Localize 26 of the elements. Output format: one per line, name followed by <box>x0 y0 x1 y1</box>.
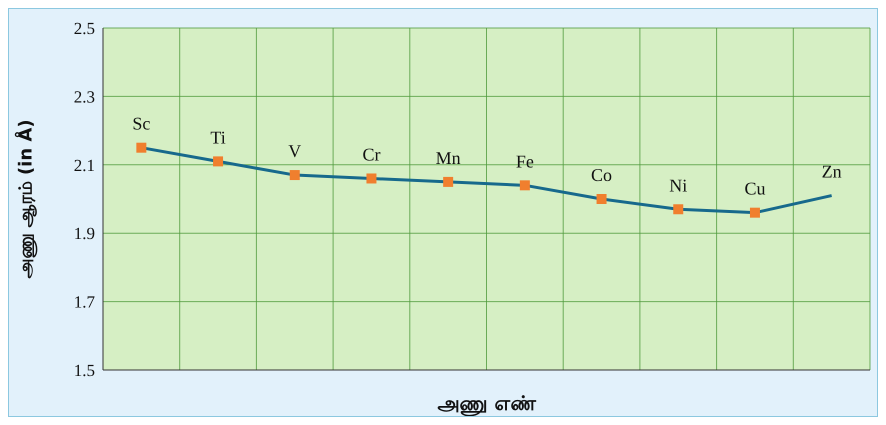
x-tick-label: Ni <box>669 175 688 196</box>
x-tick-label: Cr <box>362 144 380 164</box>
y-tick-label: 1.7 <box>74 292 96 312</box>
x-tick-label: Sc <box>132 114 150 134</box>
point <box>443 176 454 187</box>
x-tick-label: V <box>288 141 302 162</box>
point <box>366 173 376 184</box>
x-tick-label: Cu <box>744 178 766 199</box>
x-tick-label: Fe <box>516 151 534 172</box>
x-tick-label: Zn <box>822 162 842 182</box>
y-tick-label: 1.9 <box>74 224 95 244</box>
x-tick-label: Ti <box>210 127 226 148</box>
point <box>520 180 530 190</box>
x-tick-label: Co <box>591 165 612 185</box>
y-tick-label: 2.5 <box>74 19 95 38</box>
y-tick-label: 2.3 <box>74 87 95 106</box>
point <box>673 204 684 214</box>
point <box>596 194 607 204</box>
point <box>213 156 224 166</box>
point <box>750 208 760 218</box>
y-tick-label: 2.1 <box>74 156 95 175</box>
point <box>136 142 146 153</box>
y-tick-label: 1.5 <box>74 361 95 380</box>
y-axis-title: அணு ஆரம் (in Å) <box>14 119 38 279</box>
x-tick-label: Mn <box>436 148 461 168</box>
point <box>290 170 300 180</box>
